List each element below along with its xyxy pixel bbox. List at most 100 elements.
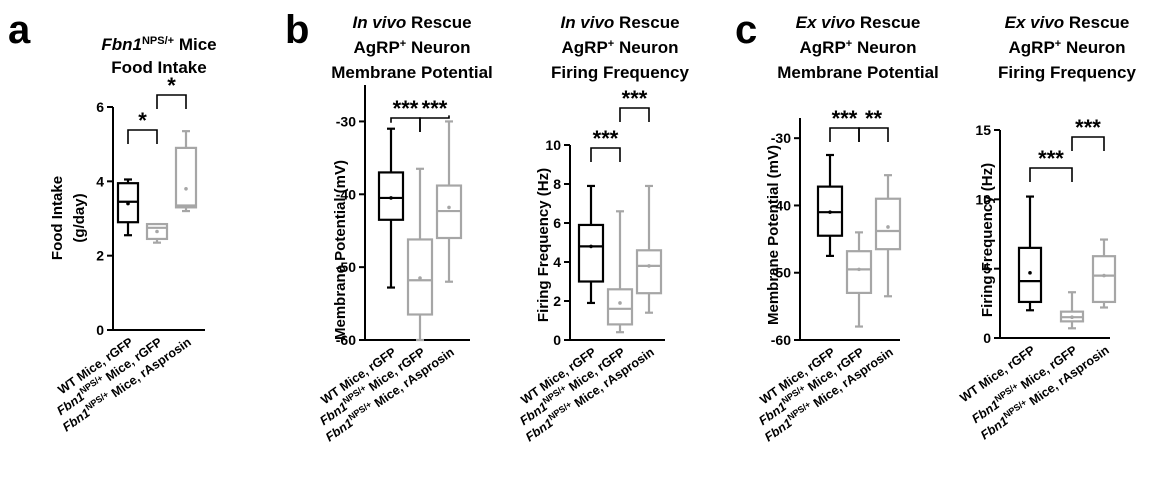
- title-fragment: Food Intake: [111, 58, 206, 77]
- y-axis-label: Membrane Potential (mV): [332, 160, 349, 340]
- chart-title-line: AgRP+ Neuron: [1009, 38, 1126, 57]
- y-axis-label: (g/day): [71, 193, 88, 242]
- title-fragment: Rescue: [855, 13, 920, 32]
- box-mean-dot: [857, 267, 861, 272]
- box-mean-dot: [618, 301, 622, 305]
- y-tick-label: -60: [771, 332, 791, 348]
- box-iqr: [377, 171, 405, 221]
- y-tick-label: 5: [983, 261, 991, 277]
- chart-title-line: Ex vivo Rescue: [1005, 13, 1130, 32]
- y-tick-label: -50: [336, 259, 356, 275]
- y-axis-label: Firing Frequency (Hz): [535, 168, 552, 322]
- y-tick-label: -40: [771, 197, 791, 213]
- chart-title-line: Fbn1NPS/+ Mice: [101, 35, 216, 54]
- y-tick-label: 8: [553, 176, 561, 192]
- title-fragment: Rescue: [1064, 13, 1129, 32]
- chart-title-line: AgRP+ Neuron: [800, 38, 917, 57]
- chart-title-line: Membrane Potential: [331, 63, 493, 82]
- title-fragment: Firing Frequency: [551, 63, 689, 82]
- y-tick-label: -60: [336, 332, 356, 348]
- y-tick-label: 10: [545, 137, 561, 153]
- title-fragment: Mice: [174, 35, 217, 54]
- title-fragment: Neuron: [406, 38, 470, 57]
- y-tick-label: 6: [553, 215, 561, 231]
- title-fragment: AgRP: [354, 38, 400, 57]
- title-fragment: +: [400, 38, 406, 50]
- title-fragment: Rescue: [406, 13, 471, 32]
- y-tick-label: -30: [771, 130, 791, 146]
- box-mean-dot: [389, 196, 393, 200]
- box-mean-dot: [418, 276, 422, 280]
- y-tick-label: -50: [771, 265, 791, 281]
- y-axis-label: Membrane Potential (mV): [765, 145, 782, 325]
- box-mean-dot: [647, 264, 651, 268]
- box-iqr: [577, 223, 605, 283]
- title-fragment: Neuron: [852, 38, 916, 57]
- significance-label: ***: [1075, 115, 1101, 140]
- title-fragment: +: [846, 38, 852, 50]
- y-tick-label: 10: [975, 191, 991, 207]
- title-fragment: Firing Frequency: [998, 63, 1136, 82]
- significance-label: ***: [832, 106, 858, 131]
- significance-bracket: [1071, 136, 1105, 151]
- box-iqr: [1091, 255, 1117, 304]
- chart-ex-vivo-membrane-potential: Ex vivo Rescue AgRP+ Neuron Membrane Poten…: [756, 13, 939, 444]
- y-tick-label: 4: [553, 254, 561, 270]
- panel-letter-a: a: [8, 8, 31, 52]
- box-mean-dot: [1102, 273, 1106, 278]
- title-fragment: Neuron: [1061, 38, 1125, 57]
- box-mean-dot: [1070, 315, 1074, 320]
- title-fragment: In vivo: [352, 13, 406, 32]
- title-fragment: AgRP: [1009, 38, 1055, 57]
- chart-food-intake: Fbn1NPS/+ Mice Food Intake Food Intake (g/d…: [49, 35, 217, 434]
- chart-title-line: Firing Frequency: [998, 63, 1136, 82]
- title-fragment: Membrane Potential: [331, 63, 493, 82]
- y-tick-label: 0: [96, 322, 104, 338]
- box-mean-dot: [589, 244, 593, 249]
- y-tick-label: 0: [983, 330, 991, 346]
- title-fragment: Fbn1: [101, 35, 142, 54]
- box-iqr: [635, 249, 663, 295]
- chart-title-line: Firing Frequency: [551, 63, 689, 82]
- box-iqr: [1017, 246, 1043, 304]
- box-iqr: [174, 146, 198, 209]
- title-fragment: +: [1055, 38, 1061, 50]
- title-fragment: Rescue: [614, 13, 679, 32]
- panel-letter-b: b: [285, 8, 309, 52]
- box-mean-dot: [126, 201, 130, 206]
- box-iqr: [874, 197, 902, 251]
- chart-in-vivo-membrane-potential: In vivo Rescue AgRP+ Neuron Membrane Poten…: [317, 13, 493, 444]
- y-axis-label: Firing Frequency (Hz): [979, 163, 996, 317]
- title-fragment: NPS/+: [142, 35, 174, 47]
- y-tick-label: 2: [96, 248, 104, 264]
- y-tick-label: 15: [975, 122, 991, 138]
- y-tick-label: 2: [553, 293, 561, 309]
- y-tick-label: 4: [96, 173, 104, 189]
- chart-title-line: AgRP+ Neuron: [562, 38, 679, 57]
- chart-title-line: Ex vivo Rescue: [796, 13, 921, 32]
- chart-title-line: AgRP+ Neuron: [354, 38, 471, 57]
- chart-ex-vivo-firing-frequency: Ex vivo Rescue AgRP+ Neuron Firing Frequen…: [957, 13, 1136, 442]
- significance-bracket: [619, 107, 650, 122]
- significance-label: *: [167, 73, 176, 98]
- significance-label: ***: [393, 96, 419, 121]
- significance-label: ***: [622, 86, 648, 111]
- chart-title-line: In vivo Rescue: [352, 13, 471, 32]
- y-tick-label: 0: [553, 332, 561, 348]
- significance-label: *: [138, 108, 147, 133]
- title-fragment: Ex vivo: [1005, 13, 1065, 32]
- title-fragment: In vivo: [560, 13, 614, 32]
- box-mean-dot: [155, 229, 159, 234]
- chart-title-line: Food Intake: [111, 58, 206, 77]
- title-fragment: Membrane Potential: [777, 63, 939, 82]
- panel-letter-c: c: [735, 8, 757, 52]
- significance-bracket: [156, 94, 187, 109]
- significance-bracket: [858, 127, 889, 142]
- title-fragment: +: [608, 38, 614, 50]
- chart-title-line: Membrane Potential: [777, 63, 939, 82]
- significance-bracket: [127, 129, 158, 144]
- y-axis-label: Food Intake: [49, 176, 66, 260]
- title-fragment: AgRP: [800, 38, 846, 57]
- box-mean-dot: [1028, 271, 1032, 275]
